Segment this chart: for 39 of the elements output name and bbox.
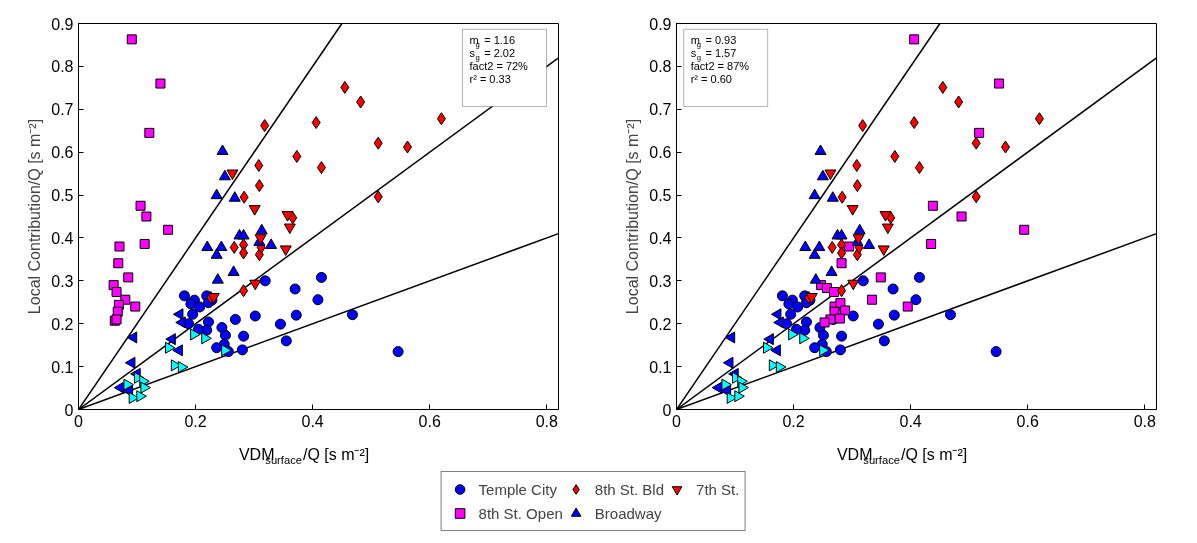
y-tick-label: 0.7 [51,101,74,119]
y-tick-label: 0.9 [649,15,672,33]
legend-label: 7th St. [696,479,740,500]
x-tick-label: 0.6 [1016,412,1039,430]
legend-label: Temple City [478,479,557,500]
legend-label: 8th St. Open [478,503,563,524]
legend-label: Broadway [594,503,662,524]
x-tick-label: 0.8 [1133,412,1157,430]
y-tick-label: 0.4 [51,229,74,247]
x-tick-label: 0.2 [782,412,805,430]
y-tick-label: 0.1 [51,358,74,376]
y-axis-title: Local Contribution/Q [s m⁻²] [624,118,642,315]
y-tick-label: 0.5 [649,187,672,205]
annotation: r² = 0.33 [469,73,511,86]
x-tick-label: 0.6 [418,412,441,430]
y-tick-label: 0.8 [649,58,672,76]
y-tick-label: 0 [662,401,672,419]
y-tick-label: 0.5 [51,187,74,205]
x-tick-label: 0.4 [301,412,324,430]
y-axis-title: Local Contribution/Q [s m⁻²] [26,118,44,315]
annotation: r² = 0.60 [690,73,732,86]
annotation: fact2 = 72% [469,60,529,73]
legend-label: 8th St. Bld [594,479,665,500]
x-tick-label: 0.4 [899,412,922,430]
y-tick-label: 0.3 [649,272,672,290]
y-tick-label: 0.2 [649,315,672,333]
y-tick-label: 0.1 [649,358,672,376]
y-tick-label: 0.6 [649,144,672,162]
y-tick-label: 0 [64,401,74,419]
y-tick-label: 0.9 [51,15,74,33]
annotation: fact2 = 87% [690,60,750,73]
y-tick-label: 0.8 [51,58,74,76]
y-tick-label: 0.2 [51,315,74,333]
y-tick-label: 0.3 [51,272,74,290]
x-tick-label: 0.8 [535,412,559,430]
y-tick-label: 0.6 [51,144,74,162]
y-tick-label: 0.4 [649,229,672,247]
x-tick-label: 0.2 [184,412,207,430]
y-tick-label: 0.7 [649,101,672,119]
